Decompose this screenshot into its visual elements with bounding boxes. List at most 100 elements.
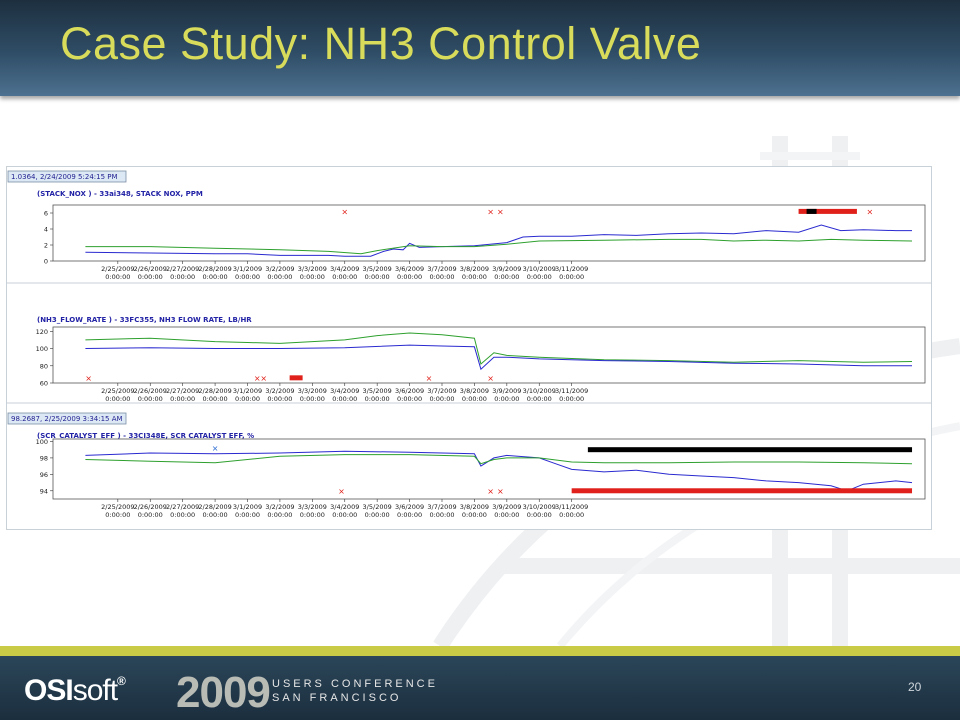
x-tick-time: 0:00:00	[429, 273, 454, 281]
footer-background	[0, 656, 960, 720]
x-tick-label: 3/8/2009	[460, 265, 489, 273]
y-tick-label: 100	[36, 345, 48, 353]
event-band-black	[806, 208, 817, 214]
x-tick-label: 2/27/2009	[166, 265, 199, 273]
x-tick-label: 3/2/2009	[265, 503, 294, 511]
x-tick-time: 0:00:00	[332, 511, 357, 519]
trend-charts: 1.0364, 2/24/2009 5:24:15 PM (STACK_NOX )…	[7, 170, 931, 519]
x-tick-label: 2/26/2009	[134, 265, 167, 273]
x-tick-time: 0:00:00	[527, 273, 552, 281]
x-tick-label: 3/7/2009	[427, 387, 456, 395]
x-tick-time: 0:00:00	[138, 395, 163, 403]
x-tick-label: 3/11/2009	[555, 503, 588, 511]
x-tick-label: 3/1/2009	[233, 387, 262, 395]
slide-title: Case Study: NH3 Control Valve	[60, 18, 702, 69]
x-tick-time: 0:00:00	[527, 511, 552, 519]
x-tick-label: 3/5/2009	[363, 387, 392, 395]
x-tick-label: 3/3/2009	[298, 503, 327, 511]
cursor-label-box	[7, 412, 127, 425]
series-line-green	[85, 454, 913, 465]
y-tick-label: 2	[44, 242, 48, 250]
x-tick-label: 3/10/2009	[523, 387, 556, 395]
x-tick-time: 0:00:00	[203, 395, 228, 403]
event-marker: ×	[254, 374, 261, 383]
x-tick-label: 3/10/2009	[523, 265, 556, 273]
cursor-label-box	[7, 170, 127, 183]
cursor-label: 98.2687, 2/25/2009 3:34:15 AM	[11, 415, 123, 423]
page-number: 20	[908, 680, 922, 694]
y-tick-label: 80	[40, 362, 48, 370]
x-tick-label: 3/2/2009	[265, 387, 294, 395]
x-tick-time: 0:00:00	[170, 511, 195, 519]
chart-title: (SCR_CATALYST_EFF ) - 33CI348E, SCR CATA…	[37, 432, 254, 440]
footer-accent-stripe	[0, 646, 960, 656]
x-tick-label: 3/3/2009	[298, 387, 327, 395]
x-tick-label: 3/8/2009	[460, 387, 489, 395]
x-tick-time: 0:00:00	[397, 395, 422, 403]
x-tick-time: 0:00:00	[494, 511, 519, 519]
x-tick-time: 0:00:00	[559, 511, 584, 519]
x-tick-time: 0:00:00	[365, 511, 390, 519]
event-marker: ×	[487, 207, 494, 216]
x-tick-label: 2/28/2009	[198, 387, 231, 395]
x-tick-time: 0:00:00	[462, 395, 487, 403]
y-tick-label: 94	[40, 487, 48, 495]
event-marker: ×	[85, 374, 92, 383]
x-tick-label: 2/26/2009	[134, 503, 167, 511]
x-tick-time: 0:00:00	[397, 511, 422, 519]
x-tick-time: 0:00:00	[462, 273, 487, 281]
y-tick-label: 120	[36, 328, 48, 336]
x-tick-label: 2/25/2009	[101, 503, 134, 511]
x-tick-time: 0:00:00	[235, 273, 260, 281]
x-tick-time: 0:00:00	[105, 395, 130, 403]
x-tick-time: 0:00:00	[429, 511, 454, 519]
x-tick-label: 2/25/2009	[101, 265, 134, 273]
x-tick-label: 2/28/2009	[198, 265, 231, 273]
x-tick-time: 0:00:00	[203, 511, 228, 519]
event-band	[571, 488, 913, 494]
x-tick-label: 3/5/2009	[363, 503, 392, 511]
series-line-blue	[85, 224, 912, 257]
logo-mark: ®	[117, 674, 126, 688]
conference-name: USERS CONFERENCE	[272, 678, 438, 690]
series-line-green	[85, 332, 913, 365]
x-tick-time: 0:00:00	[235, 395, 260, 403]
event-marker-blue: ×	[212, 444, 219, 453]
event-marker: ×	[497, 487, 504, 496]
plot-frame	[52, 326, 926, 384]
x-tick-time: 0:00:00	[105, 273, 130, 281]
event-marker: ×	[426, 374, 433, 383]
event-marker: ×	[260, 374, 267, 383]
x-tick-label: 2/28/2009	[198, 503, 231, 511]
x-tick-time: 0:00:00	[267, 395, 292, 403]
title-bar	[0, 0, 960, 96]
x-tick-time: 0:00:00	[429, 395, 454, 403]
x-tick-label: 3/4/2009	[330, 503, 359, 511]
x-tick-time: 0:00:00	[267, 511, 292, 519]
logo-light: soft	[72, 674, 118, 707]
x-tick-label: 3/9/2009	[492, 387, 521, 395]
x-tick-label: 2/27/2009	[166, 387, 199, 395]
x-tick-label: 3/4/2009	[330, 265, 359, 273]
y-tick-label: 4	[44, 226, 48, 234]
series-line-blue	[85, 450, 913, 492]
x-tick-time: 0:00:00	[300, 395, 325, 403]
x-tick-time: 0:00:00	[300, 273, 325, 281]
x-tick-time: 0:00:00	[397, 273, 422, 281]
y-tick-label: 60	[40, 380, 48, 388]
event-marker: ×	[338, 487, 345, 496]
x-tick-label: 3/5/2009	[363, 265, 392, 273]
x-tick-time: 0:00:00	[332, 395, 357, 403]
y-tick-label: 6	[44, 210, 48, 218]
x-tick-time: 0:00:00	[559, 395, 584, 403]
x-tick-time: 0:00:00	[170, 273, 195, 281]
x-tick-time: 0:00:00	[105, 511, 130, 519]
x-tick-time: 0:00:00	[527, 395, 552, 403]
x-tick-time: 0:00:00	[138, 273, 163, 281]
plot-frame	[52, 204, 926, 262]
event-marker: ×	[867, 207, 874, 216]
x-tick-label: 2/25/2009	[101, 387, 134, 395]
y-tick-label: 96	[40, 471, 48, 479]
x-tick-time: 0:00:00	[267, 273, 292, 281]
x-tick-time: 0:00:00	[365, 395, 390, 403]
